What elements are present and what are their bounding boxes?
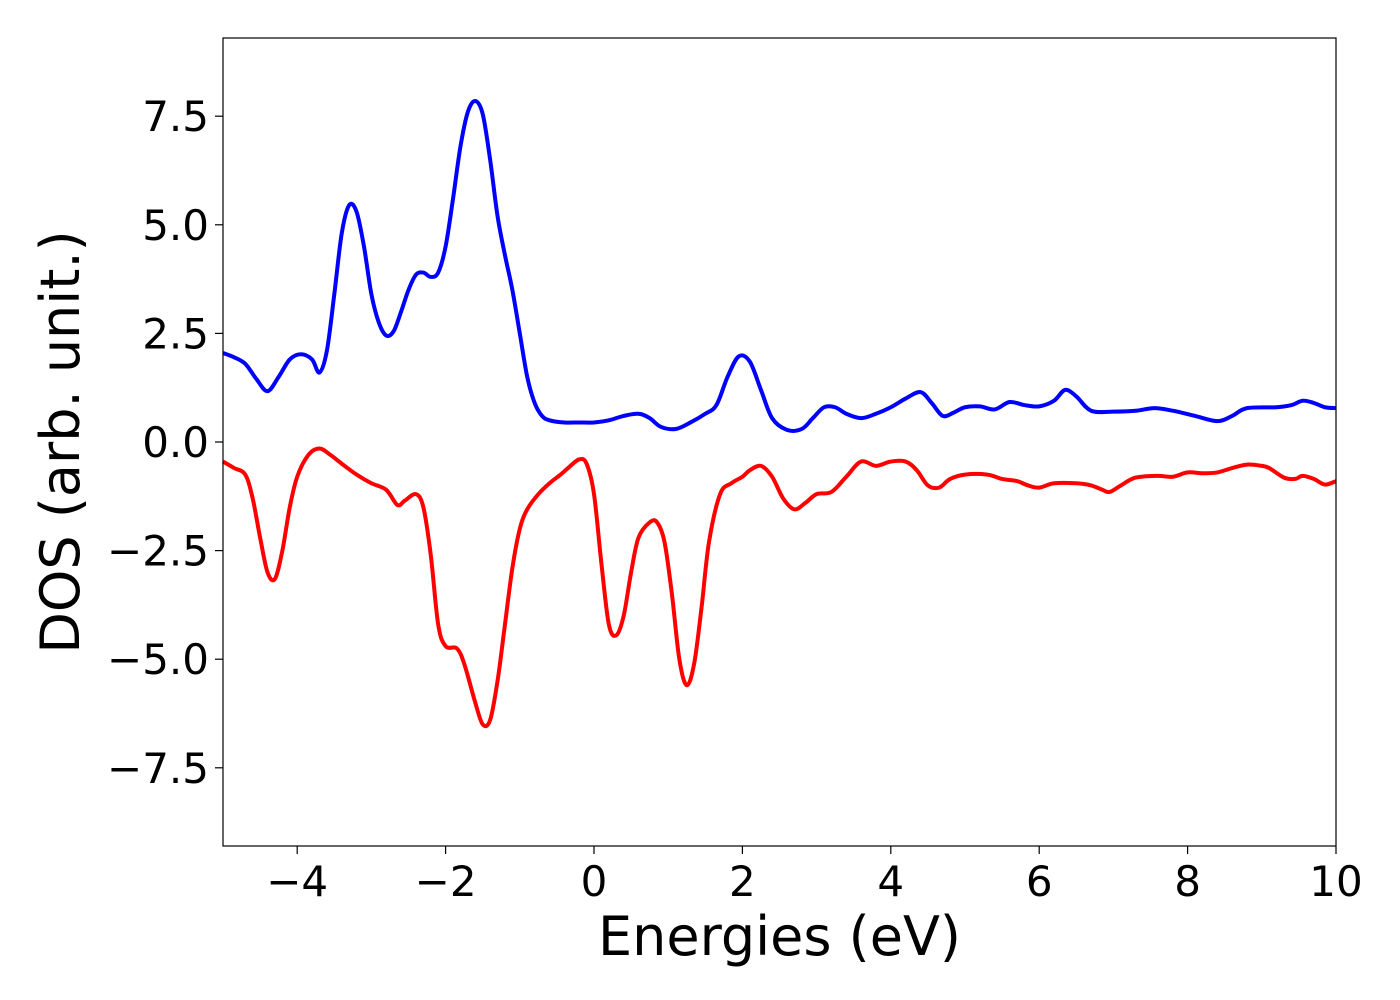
x-tick-label: 4 [877,857,904,906]
x-tick-label: 8 [1174,857,1201,906]
x-tick-label: 10 [1309,857,1362,906]
y-tick-label: −2.5 [107,527,209,576]
x-tick-label: −4 [266,857,328,906]
y-axis-title: DOS (arb. unit.) [29,230,92,653]
y-tick-label: −7.5 [107,744,209,793]
x-tick-label: 0 [581,857,608,906]
x-tick-label: 6 [1026,857,1053,906]
series-line-2 [221,446,1337,729]
x-tick-label: 2 [729,857,756,906]
y-tick-label: 0.0 [142,418,209,467]
y-tick-label: −5.0 [107,635,209,684]
series-layer [221,98,1337,729]
series-line-1 [222,98,1337,433]
x-axis-title: Energies (eV) [598,905,961,968]
y-tick-label: 5.0 [142,201,209,250]
y-tick-label: 7.5 [142,92,209,141]
ticks-layer: −4 −2 0 2 4 6 8 10 −7.5 −5.0 −2.5 0.0 2.5 5.0 7.5 [107,92,1363,906]
y-tick-label: 2.5 [142,309,209,358]
x-tick-label: −2 [415,857,477,906]
